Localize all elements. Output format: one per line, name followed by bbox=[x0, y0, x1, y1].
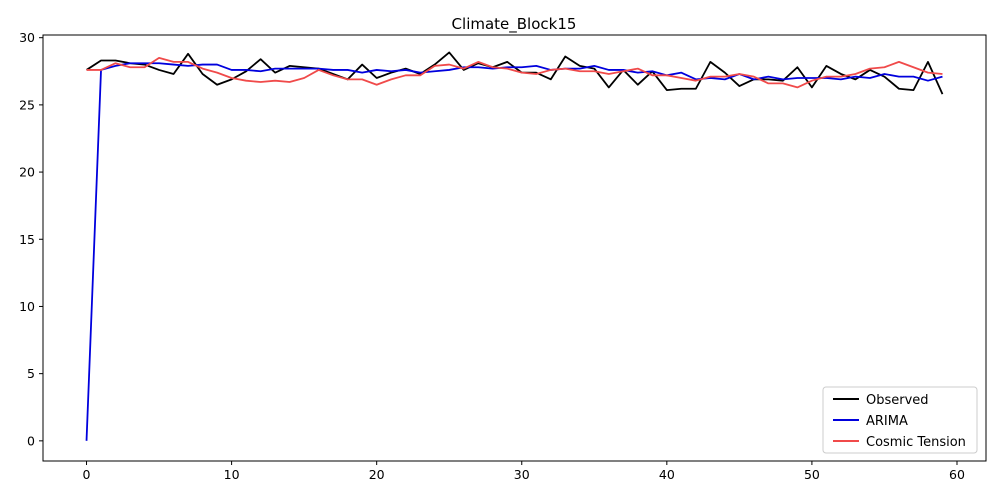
y-axis: 0 5 10 15 20 25 30 bbox=[19, 30, 43, 448]
y-tick-label: 30 bbox=[19, 30, 35, 45]
legend-label-observed: Observed bbox=[866, 393, 929, 408]
x-tick-label: 60 bbox=[949, 467, 965, 482]
x-axis: 0 10 20 30 40 50 60 bbox=[83, 461, 965, 482]
x-tick-label: 0 bbox=[83, 467, 91, 482]
x-tick-label: 40 bbox=[659, 467, 675, 482]
series-lines bbox=[85, 51, 944, 441]
x-tick-label: 50 bbox=[804, 467, 820, 482]
series-line-observed bbox=[86, 51, 944, 95]
x-tick-label: 20 bbox=[369, 467, 385, 482]
y-tick-label: 15 bbox=[19, 232, 35, 247]
legend: Observed ARIMA Cosmic Tension bbox=[822, 386, 978, 454]
legend-box bbox=[822, 386, 978, 454]
y-tick-label: 25 bbox=[19, 97, 35, 112]
y-tick-label: 10 bbox=[19, 299, 35, 314]
y-tick-label: 0 bbox=[27, 433, 35, 448]
chart-title: Climate_Block15 bbox=[452, 15, 577, 34]
y-tick-label: 20 bbox=[19, 165, 35, 180]
plot-area-frame bbox=[42, 34, 987, 462]
series-line-cosmic-tension bbox=[86, 56, 943, 89]
series-line-arima bbox=[85, 62, 943, 441]
x-tick-label: 10 bbox=[224, 467, 240, 482]
legend-label-cosmic-tension: Cosmic Tension bbox=[866, 435, 966, 450]
x-tick-label: 30 bbox=[514, 467, 530, 482]
legend-label-arima: ARIMA bbox=[866, 414, 908, 429]
y-tick-label: 5 bbox=[27, 366, 35, 381]
